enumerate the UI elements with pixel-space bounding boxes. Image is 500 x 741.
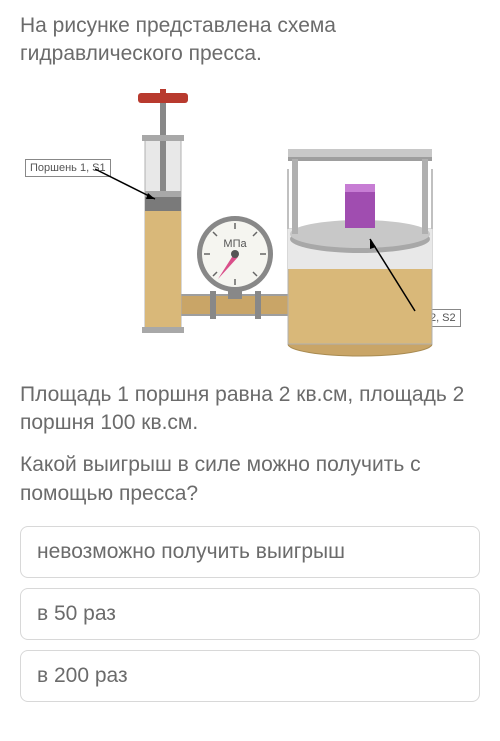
answer-option-1[interactable]: невозможно получить выигрыш xyxy=(20,526,480,578)
gauge-unit-text: МПа xyxy=(223,238,247,250)
diagram-svg: МПа xyxy=(60,79,460,369)
hydraulic-diagram: Поршень 1, S1 Поршень 2, S2 xyxy=(20,79,480,369)
question-text: Какой выигрыш в силе можно получить с по… xyxy=(20,451,480,508)
answer-option-3[interactable]: в 200 раз xyxy=(20,650,480,702)
intro-text: На рисунке представлена схема гидравличе… xyxy=(20,12,480,69)
data-text: Площадь 1 поршня равна 2 кв.см, площадь … xyxy=(20,381,480,438)
answer-option-2[interactable]: в 50 раз xyxy=(20,588,480,640)
